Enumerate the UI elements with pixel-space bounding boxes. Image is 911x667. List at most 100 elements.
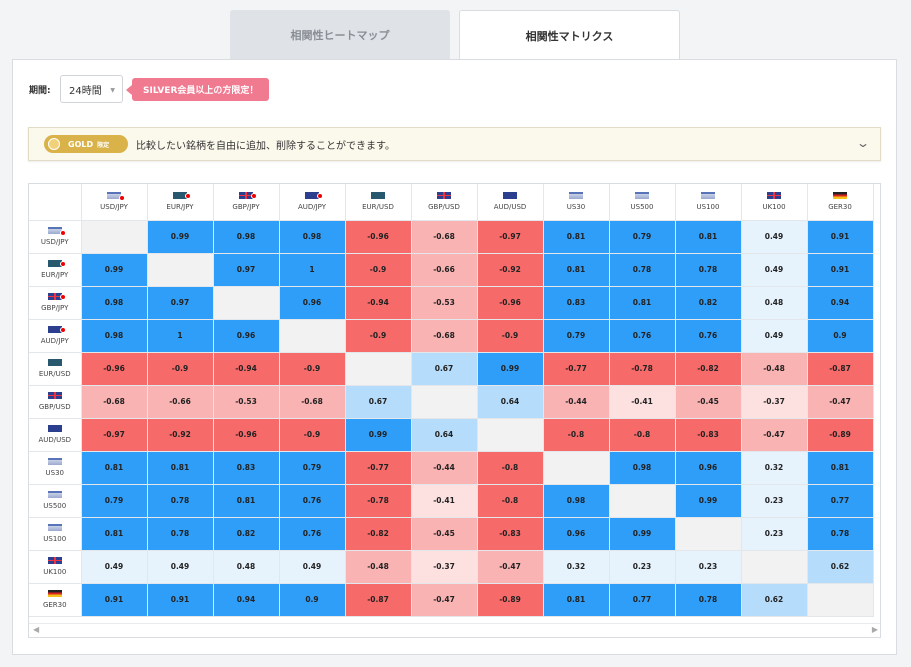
column-header-label: GBP/JPY [232, 203, 260, 212]
row-header-label: USD/JPY [40, 238, 69, 246]
matrix-cell-self [411, 385, 478, 419]
chevron-down-icon[interactable]: ⌄ [855, 136, 871, 150]
matrix-cell: 0.96 [543, 517, 610, 551]
row-header-label: AUD/JPY [40, 337, 69, 345]
de-flag-icon [47, 590, 62, 597]
matrix-cell-self [807, 583, 874, 617]
period-select[interactable]: 24時間 ▼ [60, 75, 123, 103]
column-header[interactable]: GBP/USD [411, 184, 478, 221]
us-flag-icon [47, 458, 62, 465]
matrix-cell: 0.78 [609, 253, 676, 287]
matrix-cell: 0.98 [213, 220, 280, 254]
matrix-cell: -0.83 [675, 418, 742, 452]
matrix-cell: 0.48 [213, 550, 280, 584]
row-header: AUD/USD [29, 418, 82, 452]
row-header: GBP/JPY [29, 286, 82, 320]
matrix-cell: 0.67 [411, 352, 478, 386]
column-header[interactable]: AUD/JPY [279, 184, 346, 221]
matrix-cell: 0.81 [807, 451, 874, 485]
column-header[interactable]: GBP/JPY [213, 184, 280, 221]
table-row: US500 0.79 0.78 0.81 0.76 -0.78 -0.41 -0.8 0.98 0… [29, 484, 874, 518]
matrix-cell: -0.44 [543, 385, 610, 419]
matrix-cell: -0.87 [807, 352, 874, 386]
matrix-cell: 0.94 [213, 583, 280, 617]
matrix-cell: 0.97 [147, 286, 214, 320]
matrix-cell: -0.94 [213, 352, 280, 386]
column-header[interactable]: US500 [609, 184, 676, 221]
column-header-label: AUD/USD [493, 203, 527, 212]
matrix-cell-self [609, 484, 676, 518]
matrix-cell: -0.96 [213, 418, 280, 452]
tab-bar: 相関性ヒートマップ 相関性マトリクス [0, 0, 911, 60]
au-flag-icon [503, 192, 517, 200]
matrix-cell: -0.66 [411, 253, 478, 287]
matrix-cell: 0.64 [411, 418, 478, 452]
matrix-cell: -0.37 [411, 550, 478, 584]
matrix-cell: 0.81 [675, 220, 742, 254]
scroll-right-icon[interactable]: ▶ [871, 625, 878, 634]
eu-flag-icon [47, 359, 62, 366]
corner-cell [29, 184, 82, 221]
row-header-label: UK100 [43, 568, 67, 576]
matrix-cell: -0.44 [411, 451, 478, 485]
row-header: GER30 [29, 583, 82, 617]
column-header-label: US30 [566, 203, 586, 212]
matrix-cell: -0.9 [345, 319, 412, 353]
row-header: GBP/USD [29, 385, 82, 419]
matrix-cell: -0.66 [147, 385, 214, 419]
column-header-label: GBP/USD [428, 203, 460, 212]
matrix-cell: 0.81 [147, 451, 214, 485]
matrix-cell: 0.81 [543, 583, 610, 617]
matrix-cell: 0.99 [345, 418, 412, 452]
us-flag-icon [635, 192, 649, 200]
matrix-cell-self [675, 517, 742, 551]
tab-correlation-matrix[interactable]: 相関性マトリクス [459, 10, 680, 60]
matrix-cell: 0.94 [807, 286, 874, 320]
tab-correlation-heatmap[interactable]: 相関性ヒートマップ [230, 10, 450, 59]
column-header[interactable]: GER30 [807, 184, 874, 221]
matrix-cell: -0.78 [345, 484, 412, 518]
column-header[interactable]: US30 [543, 184, 610, 221]
matrix-cell: 0.49 [741, 319, 808, 353]
horizontal-scrollbar[interactable]: ◀ ▶ [29, 623, 880, 637]
matrix-cell: 0.98 [279, 220, 346, 254]
matrix-cell: 0.98 [81, 286, 148, 320]
matrix-cell-self [279, 319, 346, 353]
gold-feature-banner[interactable]: GOLD 限定 比較したい銘柄を自由に追加、削除することができます。 ⌄ [28, 127, 881, 161]
column-header[interactable]: US100 [675, 184, 742, 221]
matrix-cell: 0.49 [147, 550, 214, 584]
row-header-label: US100 [43, 535, 67, 543]
matrix-cell: 0.9 [279, 583, 346, 617]
matrix-cell: -0.53 [213, 385, 280, 419]
uk-flag-icon [437, 192, 451, 200]
matrix-cell: 0.96 [279, 286, 346, 320]
matrix-cell: -0.9 [345, 253, 412, 287]
row-header: US100 [29, 517, 82, 551]
uk-flag-icon [47, 293, 66, 300]
matrix-cell: -0.68 [411, 220, 478, 254]
column-header[interactable]: EUR/JPY [147, 184, 214, 221]
matrix-cell: 0.62 [741, 583, 808, 617]
matrix-cell: 0.62 [807, 550, 874, 584]
column-header[interactable]: EUR/USD [345, 184, 412, 221]
matrix-cell: 1 [279, 253, 346, 287]
column-header[interactable]: AUD/USD [477, 184, 544, 221]
matrix-cell: -0.47 [741, 418, 808, 452]
column-header[interactable]: USD/JPY [81, 184, 148, 221]
matrix-cell: 0.23 [609, 550, 676, 584]
eu-flag-icon [371, 192, 385, 200]
uk-flag-icon [47, 557, 62, 564]
matrix-cell: 0.81 [81, 451, 148, 485]
matrix-cell: -0.68 [81, 385, 148, 419]
eu-flag-icon [173, 192, 191, 200]
eu-flag-icon [47, 260, 66, 267]
row-header: US30 [29, 451, 82, 485]
row-header-label: GER30 [42, 601, 67, 609]
scroll-left-icon[interactable]: ◀ [33, 625, 40, 634]
period-value: 24時間 [69, 85, 102, 97]
matrix-cell: 0.81 [543, 253, 610, 287]
matrix-cell: 0.76 [279, 484, 346, 518]
row-header-label: EUR/USD [38, 370, 71, 378]
column-header[interactable]: UK100 [741, 184, 808, 221]
matrix-cell: -0.92 [147, 418, 214, 452]
